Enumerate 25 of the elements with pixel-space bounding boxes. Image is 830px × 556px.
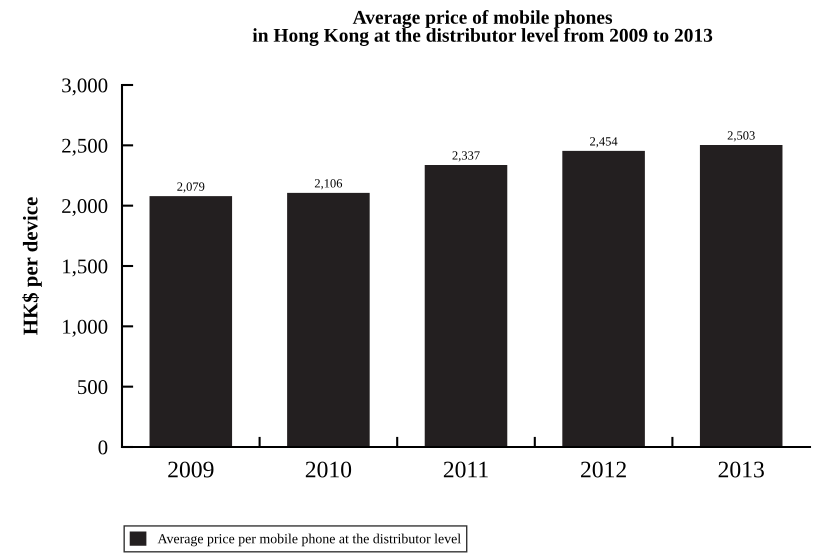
y-tick-label: 3,000 <box>62 78 108 96</box>
legend-label: Average price per mobile phone at the distributor level <box>158 534 461 546</box>
y-axis-title: HK$ per device <box>22 197 42 335</box>
x-tick-label: 2012 <box>581 462 626 478</box>
y-tick-label: 2,500 <box>62 138 108 156</box>
text: 2,106 <box>314 179 342 190</box>
bar <box>700 144 782 447</box>
y-tick-label: 2,000 <box>62 199 108 216</box>
bar <box>150 196 232 447</box>
x-tick-label: 2013 <box>718 462 764 478</box>
text: 2,503 <box>728 131 755 142</box>
text: 2,337 <box>452 151 480 162</box>
chart-title: Average price of mobile phones in Hong Kong at the distributor level from 2009 to 2013 <box>252 10 712 46</box>
bar <box>424 165 508 447</box>
bar <box>562 150 645 447</box>
y-tick-label: 1,500 <box>63 259 108 276</box>
y-tick-label: 500 <box>78 380 108 394</box>
x-tick-label: 2009 <box>168 462 214 478</box>
x-tick-label: 2010 <box>306 462 352 478</box>
x-tick-label: 2011 <box>444 462 488 478</box>
bar <box>287 192 370 447</box>
text: 2,454 <box>590 137 618 148</box>
y-tick-label: 1,000 <box>63 320 108 337</box>
text: 2,079 <box>177 182 204 193</box>
y-tick-label: 0 <box>98 440 108 454</box>
